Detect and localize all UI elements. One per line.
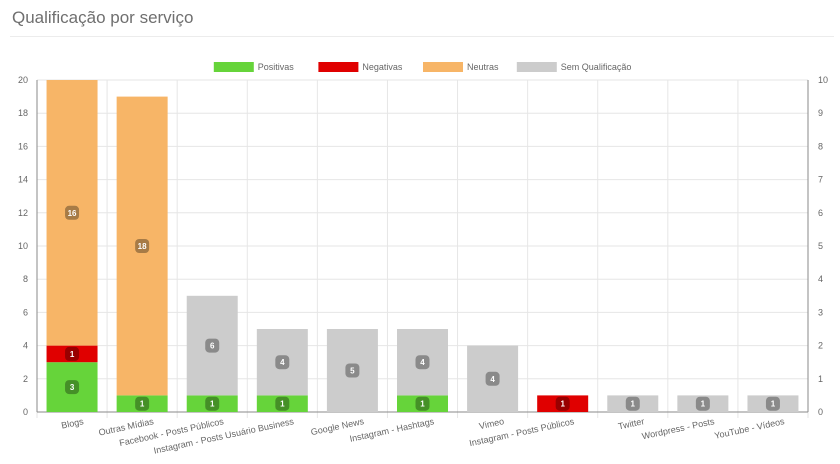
data-label-badge xyxy=(555,396,570,411)
data-label-badge xyxy=(345,363,360,378)
data-label: 1 xyxy=(560,400,565,409)
bar-segment[interactable] xyxy=(186,295,238,396)
bar-segment[interactable] xyxy=(116,395,168,412)
data-label: 1 xyxy=(701,400,706,409)
bar-segment[interactable] xyxy=(747,395,799,412)
y-tick-label: 12 xyxy=(18,208,28,218)
x-tick-label: Vimeo xyxy=(478,416,505,431)
data-label: 5 xyxy=(350,367,355,376)
y-tick-label: 20 xyxy=(18,75,28,85)
data-label: 1 xyxy=(280,400,285,409)
data-label-badge xyxy=(625,396,640,411)
y2-tick-label: 8 xyxy=(818,141,823,151)
data-label-badge xyxy=(135,239,150,253)
data-label: 1 xyxy=(420,400,425,409)
data-label: 6 xyxy=(210,342,215,351)
y-tick-label: 4 xyxy=(23,341,28,351)
data-label: 1 xyxy=(70,350,75,359)
legend-swatch[interactable] xyxy=(213,62,254,72)
y-tick-label: 6 xyxy=(23,307,28,317)
data-label-badge xyxy=(65,346,80,361)
legend-swatch[interactable] xyxy=(318,62,359,72)
data-label: 3 xyxy=(70,383,75,392)
data-label-badge xyxy=(65,380,80,395)
y2-tick-label: 5 xyxy=(818,241,823,251)
data-label-badge xyxy=(275,355,290,370)
bar-segment[interactable] xyxy=(607,395,659,412)
y-tick-label: 14 xyxy=(18,175,28,185)
y2-tick-label: 4 xyxy=(818,274,823,284)
legend-entry[interactable]: Neutras xyxy=(467,62,499,72)
data-label-badge xyxy=(275,396,290,411)
data-label: 1 xyxy=(140,400,145,409)
data-label-badge xyxy=(695,396,710,411)
x-tick-label: YouTube - Vídeos xyxy=(713,416,785,441)
bar-segment[interactable] xyxy=(397,395,448,412)
y-tick-label: 18 xyxy=(18,108,28,118)
y2-tick-label: 3 xyxy=(818,307,823,317)
bar-segment[interactable] xyxy=(537,395,589,412)
y2-tick-label: 10 xyxy=(818,75,828,85)
data-label: 18 xyxy=(138,242,147,251)
data-label-badge xyxy=(765,396,780,411)
bar-segment[interactable] xyxy=(46,345,98,363)
data-label: 1 xyxy=(631,400,636,409)
bar-segment[interactable] xyxy=(256,395,308,412)
bar-segment[interactable] xyxy=(116,96,168,396)
y-tick-label: 10 xyxy=(18,241,28,251)
bar-segment[interactable] xyxy=(256,329,308,396)
y2-tick-label: 2 xyxy=(818,341,823,351)
data-label-badge xyxy=(65,205,80,220)
bar-segment[interactable] xyxy=(677,395,729,412)
data-label: 4 xyxy=(280,358,285,367)
y-tick-label: 16 xyxy=(18,141,28,151)
legend-swatch[interactable] xyxy=(423,62,463,72)
bar-segment[interactable] xyxy=(46,362,98,412)
bar-segment[interactable] xyxy=(186,395,238,412)
data-label-badge xyxy=(415,355,430,370)
y-tick-label: 0 xyxy=(23,407,28,417)
bar-segment[interactable] xyxy=(46,80,98,346)
x-tick-label: Twitter xyxy=(617,416,645,431)
data-label: 4 xyxy=(490,375,495,384)
x-tick-label: Blogs xyxy=(60,416,85,431)
y2-tick-label: 7 xyxy=(818,175,823,185)
data-label-badge xyxy=(485,371,500,386)
data-label-badge xyxy=(205,338,220,353)
data-label: 4 xyxy=(420,358,425,367)
legend-entry[interactable]: Negativas xyxy=(362,62,403,72)
y2-tick-label: 0 xyxy=(818,407,823,417)
legend-entry[interactable]: Positivas xyxy=(258,62,295,72)
y2-tick-label: 9 xyxy=(818,108,823,118)
x-tick-label: Wordpress - Posts xyxy=(641,416,716,441)
data-label-badge xyxy=(135,396,150,411)
legend-swatch[interactable] xyxy=(516,62,557,72)
data-label-badge xyxy=(205,396,220,411)
title-divider xyxy=(10,36,834,37)
bar-segment[interactable] xyxy=(326,329,378,412)
data-label: 16 xyxy=(68,209,77,218)
bar-segment[interactable] xyxy=(467,345,519,412)
legend-entry[interactable]: Sem Qualificação xyxy=(561,62,632,72)
bar-segment[interactable] xyxy=(397,329,448,396)
data-label: 1 xyxy=(210,400,215,409)
y-tick-label: 8 xyxy=(23,274,28,284)
y-tick-label: 2 xyxy=(23,374,28,384)
y2-tick-label: 6 xyxy=(818,208,823,218)
panel-title: Qualificação por serviço xyxy=(12,8,194,27)
data-label-badge xyxy=(415,396,430,411)
data-label: 1 xyxy=(771,400,776,409)
y2-tick-label: 1 xyxy=(818,374,823,384)
